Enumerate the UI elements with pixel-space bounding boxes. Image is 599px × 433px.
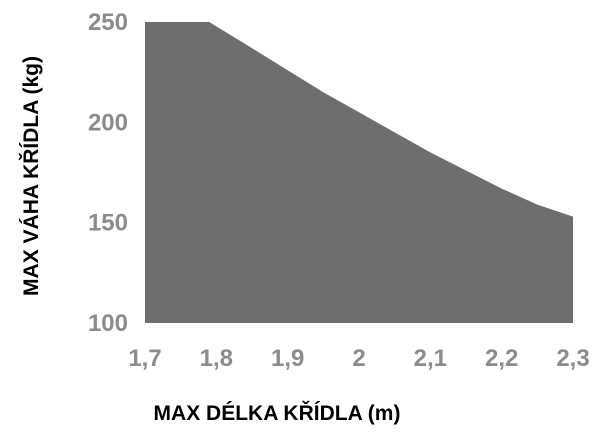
y-tick-label: 150 bbox=[88, 210, 128, 237]
x-tick-label: 2 bbox=[352, 345, 365, 372]
x-tick-label: 1,9 bbox=[271, 345, 304, 372]
y-axis-label: MAX VÁHA KŘÍDLA (kg) bbox=[19, 56, 43, 296]
x-tick-label: 2,3 bbox=[556, 345, 589, 372]
y-tick-label: 250 bbox=[88, 9, 128, 36]
y-tick-label: 100 bbox=[88, 310, 128, 337]
x-tick-label: 1,8 bbox=[200, 345, 233, 372]
x-tick-label: 1,7 bbox=[128, 345, 161, 372]
y-tick-label: 200 bbox=[88, 109, 128, 136]
x-axis-label: MAX DÉLKA KŘÍDLA (m) bbox=[154, 401, 401, 425]
area-fill bbox=[145, 22, 573, 323]
x-tick-labels: 1,7 1,8 1,9 2 2,1 2,2 2,3 bbox=[128, 345, 589, 372]
x-tick-label: 2,2 bbox=[485, 345, 518, 372]
y-tick-labels: 100 150 200 250 bbox=[88, 9, 128, 337]
x-tick-label: 2,1 bbox=[414, 345, 447, 372]
